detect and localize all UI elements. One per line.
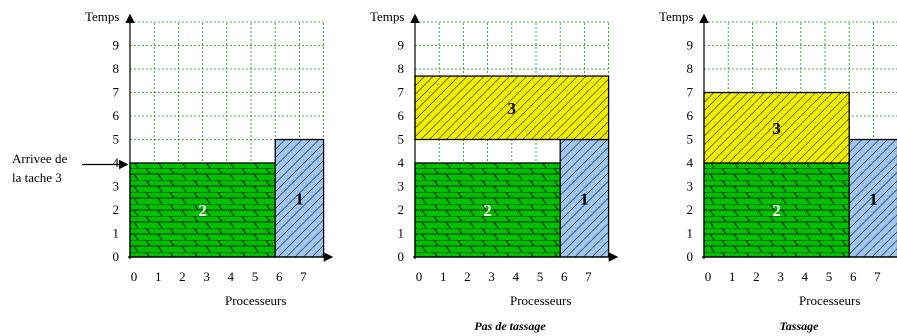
task-2-block: 2 [414,162,561,258]
time-axis-title: Temps [370,9,404,24]
time-tick-label: 6 [113,108,120,123]
time-tick-label: 8 [398,61,405,76]
panel-caption: Pas de tassage [474,319,546,333]
processor-tick-label: 7 [585,269,592,284]
panel-1: 2 1 Temps Processeurs 0 1 2 3 4 5 6 7 8 9 0 1 2 3 4 5 6 7 [85,9,334,308]
processor-axis-title: Processeurs [225,293,286,308]
panel-2: 2 1 3 Temps Processeurs 0 1 2 3 4 5 6 7 8 9 0 1 2 3 4 5 6 7 Pas… [370,9,619,333]
time-tick-label: 4 [113,155,120,170]
processor-tick-label: 4 [513,269,520,284]
time-tick-label: 1 [687,226,694,241]
processor-tick-label: 1 [440,269,447,284]
task-2-label: 2 [483,201,492,220]
processor-tick-label: 0 [705,269,712,284]
time-tick-label: 8 [687,61,694,76]
time-tick-label: 0 [398,249,405,264]
time-tick-label: 7 [113,85,120,100]
time-axis-title: Temps [659,9,693,24]
task-3-block: 3 [703,91,850,164]
processor-tick-label: 1 [729,269,736,284]
processor-tick-label: 3 [777,269,784,284]
time-tick-label: 0 [687,249,694,264]
task-1-block: 1 [274,138,325,258]
time-tick-label: 9 [113,38,120,53]
arrival-label-line1: Arrivee de [12,151,67,166]
task-2-label: 2 [198,201,207,220]
processor-tick-label: 2 [464,269,471,284]
time-tick-label: 3 [113,179,120,194]
processor-tick-label: 6 [850,269,857,284]
processor-axis-title: Processeurs [510,293,571,308]
time-tick-label: 9 [687,38,694,53]
processor-tick-label: 5 [252,269,259,284]
task-3-label: 3 [508,99,517,118]
time-tick-label: 2 [113,202,120,217]
time-tick-label: 6 [398,108,405,123]
task-1-block: 1 [848,138,897,258]
processor-tick-label: 4 [802,269,809,284]
time-tick-label: 6 [687,108,694,123]
processor-tick-label: 5 [826,269,833,284]
time-tick-label: 1 [398,226,405,241]
task-2-block: 2 [129,162,276,258]
time-tick-label: 7 [398,85,405,100]
time-axis-title: Temps [85,9,119,24]
processor-tick-label: 5 [537,269,544,284]
panel-caption: Tassage [780,319,820,333]
time-tick-label: 9 [398,38,405,53]
processor-axis-title: Processeurs [799,293,860,308]
task-1-label: 1 [295,189,304,208]
time-tick-label: 4 [687,155,694,170]
task-2-block: 2 [703,162,850,258]
processor-tick-label: 7 [300,269,307,284]
processor-tick-label: 2 [179,269,186,284]
task-1-label: 1 [580,189,589,208]
time-tick-label: 4 [398,155,405,170]
processor-tick-label: 6 [276,269,283,284]
time-tick-label: 5 [687,132,694,147]
panel-3: 2 1 3 Temps Processeurs 0 1 2 3 4 5 6 7 8 9 0 1 2 3 4 5 6 7 Tas… [659,9,897,333]
processor-tick-label: 1 [155,269,162,284]
time-tick-label: 7 [687,85,694,100]
task-3-block: 3 [414,75,610,141]
task-2-label: 2 [772,201,781,220]
processor-tick-label: 3 [488,269,495,284]
time-tick-label: 2 [687,202,694,217]
time-tick-label: 5 [113,132,120,147]
processor-tick-label: 2 [753,269,760,284]
time-tick-label: 3 [398,179,405,194]
processor-tick-label: 0 [416,269,423,284]
task-3-label: 3 [772,119,781,138]
processor-tick-label: 4 [228,269,235,284]
task-1-label: 1 [869,189,878,208]
time-tick-label: 8 [113,61,120,76]
processor-tick-label: 6 [561,269,568,284]
processor-tick-label: 0 [131,269,138,284]
processor-tick-label: 7 [874,269,881,284]
time-tick-label: 5 [398,132,405,147]
time-tick-label: 1 [113,226,120,241]
time-tick-label: 2 [398,202,405,217]
processor-tick-label: 3 [203,269,210,284]
time-tick-label: 0 [113,249,120,264]
task-1-block: 1 [559,138,610,258]
time-tick-label: 3 [687,179,694,194]
arrival-label-line2: la tache 3 [12,170,62,185]
